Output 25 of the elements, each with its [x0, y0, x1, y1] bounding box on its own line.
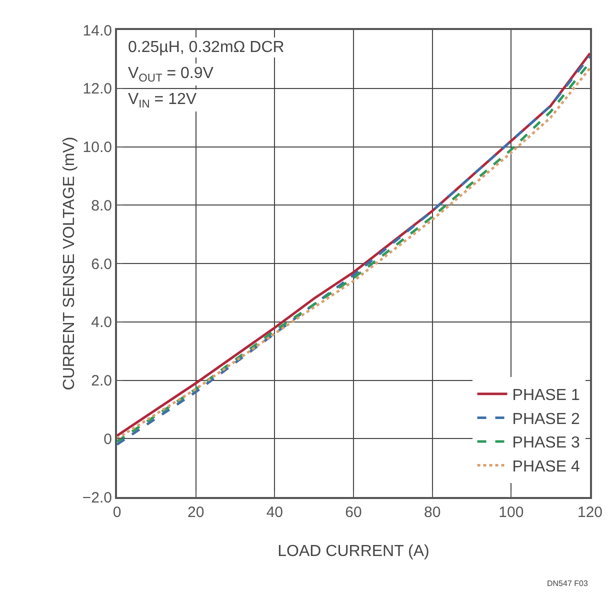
legend-label: PHASE 2 [512, 410, 580, 428]
legend-label: PHASE 1 [512, 387, 580, 404]
y-tick-label: 2.0 [91, 372, 112, 390]
x-tick-label: 120 [577, 504, 603, 521]
y-tick-label: 10.0 [82, 139, 112, 156]
annotation: V$_{IN}$ = 12V [128, 91, 197, 110]
x-tick-label: 100 [498, 504, 524, 521]
legend-label: PHASE 4 [512, 458, 580, 476]
x-tick-label: 40 [266, 504, 284, 521]
y-tick-label: 14.0 [82, 22, 112, 40]
text: DN547 F03 [547, 579, 588, 588]
y-tick-label: 6.0 [91, 256, 112, 273]
y-tick-label: 12.0 [82, 80, 112, 98]
annotation: 0.25µH, 0.32mΩ DCR [128, 39, 284, 56]
y-tick-label: −2.0 [82, 489, 112, 506]
y-axis-title: CURRENT SENSE VOLTAGE (mV) [61, 136, 78, 390]
y-tick-label: 0 [104, 430, 112, 448]
y-tick-label: 8.0 [91, 197, 112, 214]
annotation: V$_{OUT}$ = 0.9V [128, 65, 214, 84]
y-tick-label: 4.0 [91, 314, 112, 332]
x-axis-title: LOAD CURRENT (A) [278, 543, 430, 560]
legend-label: PHASE 3 [512, 434, 580, 452]
x-tick-label: 60 [345, 504, 362, 521]
x-tick-label: 20 [187, 504, 204, 521]
x-tick-label: 80 [424, 504, 441, 521]
